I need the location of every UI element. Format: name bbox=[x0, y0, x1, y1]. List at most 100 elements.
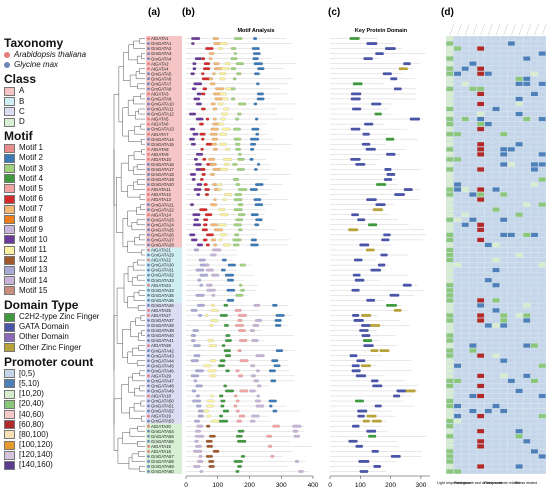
heatmap-cell bbox=[469, 257, 477, 263]
gene-label: GmGATA38 bbox=[151, 323, 174, 328]
heatmap-cell bbox=[515, 86, 523, 92]
motif-box bbox=[209, 324, 214, 327]
motif-box bbox=[209, 82, 216, 86]
motif-box bbox=[293, 434, 300, 438]
heatmap-cell bbox=[530, 101, 539, 107]
heatmap-cell bbox=[530, 252, 539, 258]
motif-box bbox=[238, 188, 248, 191]
motif-box bbox=[217, 188, 222, 191]
heatmap-cell bbox=[523, 403, 531, 409]
domain-box bbox=[373, 465, 381, 468]
heatmap-cell bbox=[461, 282, 469, 288]
heatmap-cell bbox=[515, 76, 523, 82]
heatmap-cell bbox=[476, 262, 485, 268]
heatmap-cell bbox=[461, 443, 469, 449]
gene-label: GmGATA6 bbox=[151, 76, 172, 81]
heatmap-cell bbox=[492, 192, 500, 197]
motif-label: Motif 1 bbox=[19, 143, 44, 153]
taxonomy-dot bbox=[147, 107, 150, 111]
heatmap-cell bbox=[446, 403, 454, 409]
heatmap-cell bbox=[476, 96, 485, 102]
motif-box bbox=[224, 273, 234, 277]
heatmap-cell bbox=[538, 363, 546, 369]
taxonomy-label: Glycine max bbox=[14, 60, 59, 70]
domain-box bbox=[352, 314, 360, 317]
heatmap-cell bbox=[530, 46, 539, 51]
heatmap-cell bbox=[476, 212, 485, 218]
heatmap-cell bbox=[461, 449, 469, 454]
heatmap-cell bbox=[492, 167, 500, 172]
heatmap-cell bbox=[507, 192, 516, 197]
heatmap-cell bbox=[484, 464, 492, 469]
motif-box bbox=[193, 157, 198, 161]
motif-box bbox=[238, 329, 246, 332]
heatmap-cell bbox=[538, 212, 546, 218]
motif-box bbox=[197, 303, 205, 307]
heatmap-cell bbox=[500, 438, 508, 444]
heatmap-cell bbox=[476, 172, 485, 177]
motif-box bbox=[237, 314, 247, 317]
heatmap-cell bbox=[507, 454, 516, 459]
motif-box bbox=[219, 359, 226, 363]
heatmap-cell bbox=[484, 172, 492, 177]
motif-box bbox=[208, 344, 217, 347]
motif-box bbox=[218, 122, 224, 126]
heatmap-cell bbox=[538, 338, 546, 343]
heatmap-cell bbox=[469, 343, 477, 348]
motif-box bbox=[189, 137, 195, 141]
heatmap-cell bbox=[507, 212, 516, 218]
motif-label: Motif 7 bbox=[19, 204, 44, 214]
heatmap-cell bbox=[469, 428, 477, 434]
heatmap-cell bbox=[476, 403, 485, 409]
heatmap-cell bbox=[484, 232, 492, 238]
domain-box bbox=[386, 303, 397, 307]
heatmap-cell bbox=[469, 363, 477, 369]
motif-box bbox=[237, 157, 245, 161]
heatmap-cell bbox=[538, 388, 546, 394]
heatmap-cell bbox=[530, 464, 539, 469]
domain-item: Other Domain bbox=[4, 332, 114, 342]
heatmap-cell bbox=[492, 212, 500, 218]
heatmap-cell bbox=[446, 348, 454, 353]
heatmap-cell bbox=[530, 111, 539, 117]
motif-swatch-icon bbox=[4, 265, 15, 275]
heatmap-cell bbox=[484, 433, 492, 439]
heatmap-cell bbox=[484, 141, 492, 147]
heatmap-cell bbox=[507, 287, 516, 293]
heatmap-cell bbox=[453, 111, 462, 117]
motif-box bbox=[219, 233, 227, 237]
motif-box bbox=[230, 57, 238, 61]
heatmap-cell bbox=[453, 323, 462, 328]
motif-box bbox=[294, 460, 299, 463]
heatmap-cell bbox=[446, 192, 454, 197]
motif-box bbox=[240, 455, 246, 458]
domain-tick-label: 0 bbox=[328, 482, 332, 489]
motif-box bbox=[208, 460, 215, 463]
heatmap-cell bbox=[507, 136, 516, 142]
heatmap-cell bbox=[515, 81, 523, 87]
domain-box bbox=[371, 379, 379, 383]
heatmap-cell bbox=[453, 217, 462, 223]
motif-box bbox=[255, 399, 261, 403]
heatmap-cell bbox=[538, 192, 546, 197]
taxonomy-dot bbox=[147, 303, 150, 307]
heatmap-cell bbox=[476, 393, 485, 399]
motif-box bbox=[235, 218, 243, 222]
domain-box bbox=[364, 122, 374, 126]
motif-box bbox=[193, 218, 199, 222]
heatmap-cell bbox=[530, 418, 539, 424]
heatmap-cell bbox=[500, 428, 508, 434]
motif-box bbox=[221, 97, 229, 101]
motif-box bbox=[218, 238, 223, 242]
heatmap-cell bbox=[523, 262, 531, 268]
heatmap-cell bbox=[530, 373, 539, 379]
heatmap-cell bbox=[461, 71, 469, 77]
taxonomy-dot bbox=[147, 142, 150, 146]
heatmap-cell bbox=[453, 106, 462, 112]
heatmap-cell bbox=[446, 282, 454, 288]
heatmap-cell bbox=[523, 222, 531, 228]
taxonomy-dot bbox=[147, 329, 150, 332]
motif-box bbox=[270, 455, 275, 458]
heatmap-cell bbox=[530, 51, 539, 56]
heatmap-cell bbox=[500, 41, 508, 46]
